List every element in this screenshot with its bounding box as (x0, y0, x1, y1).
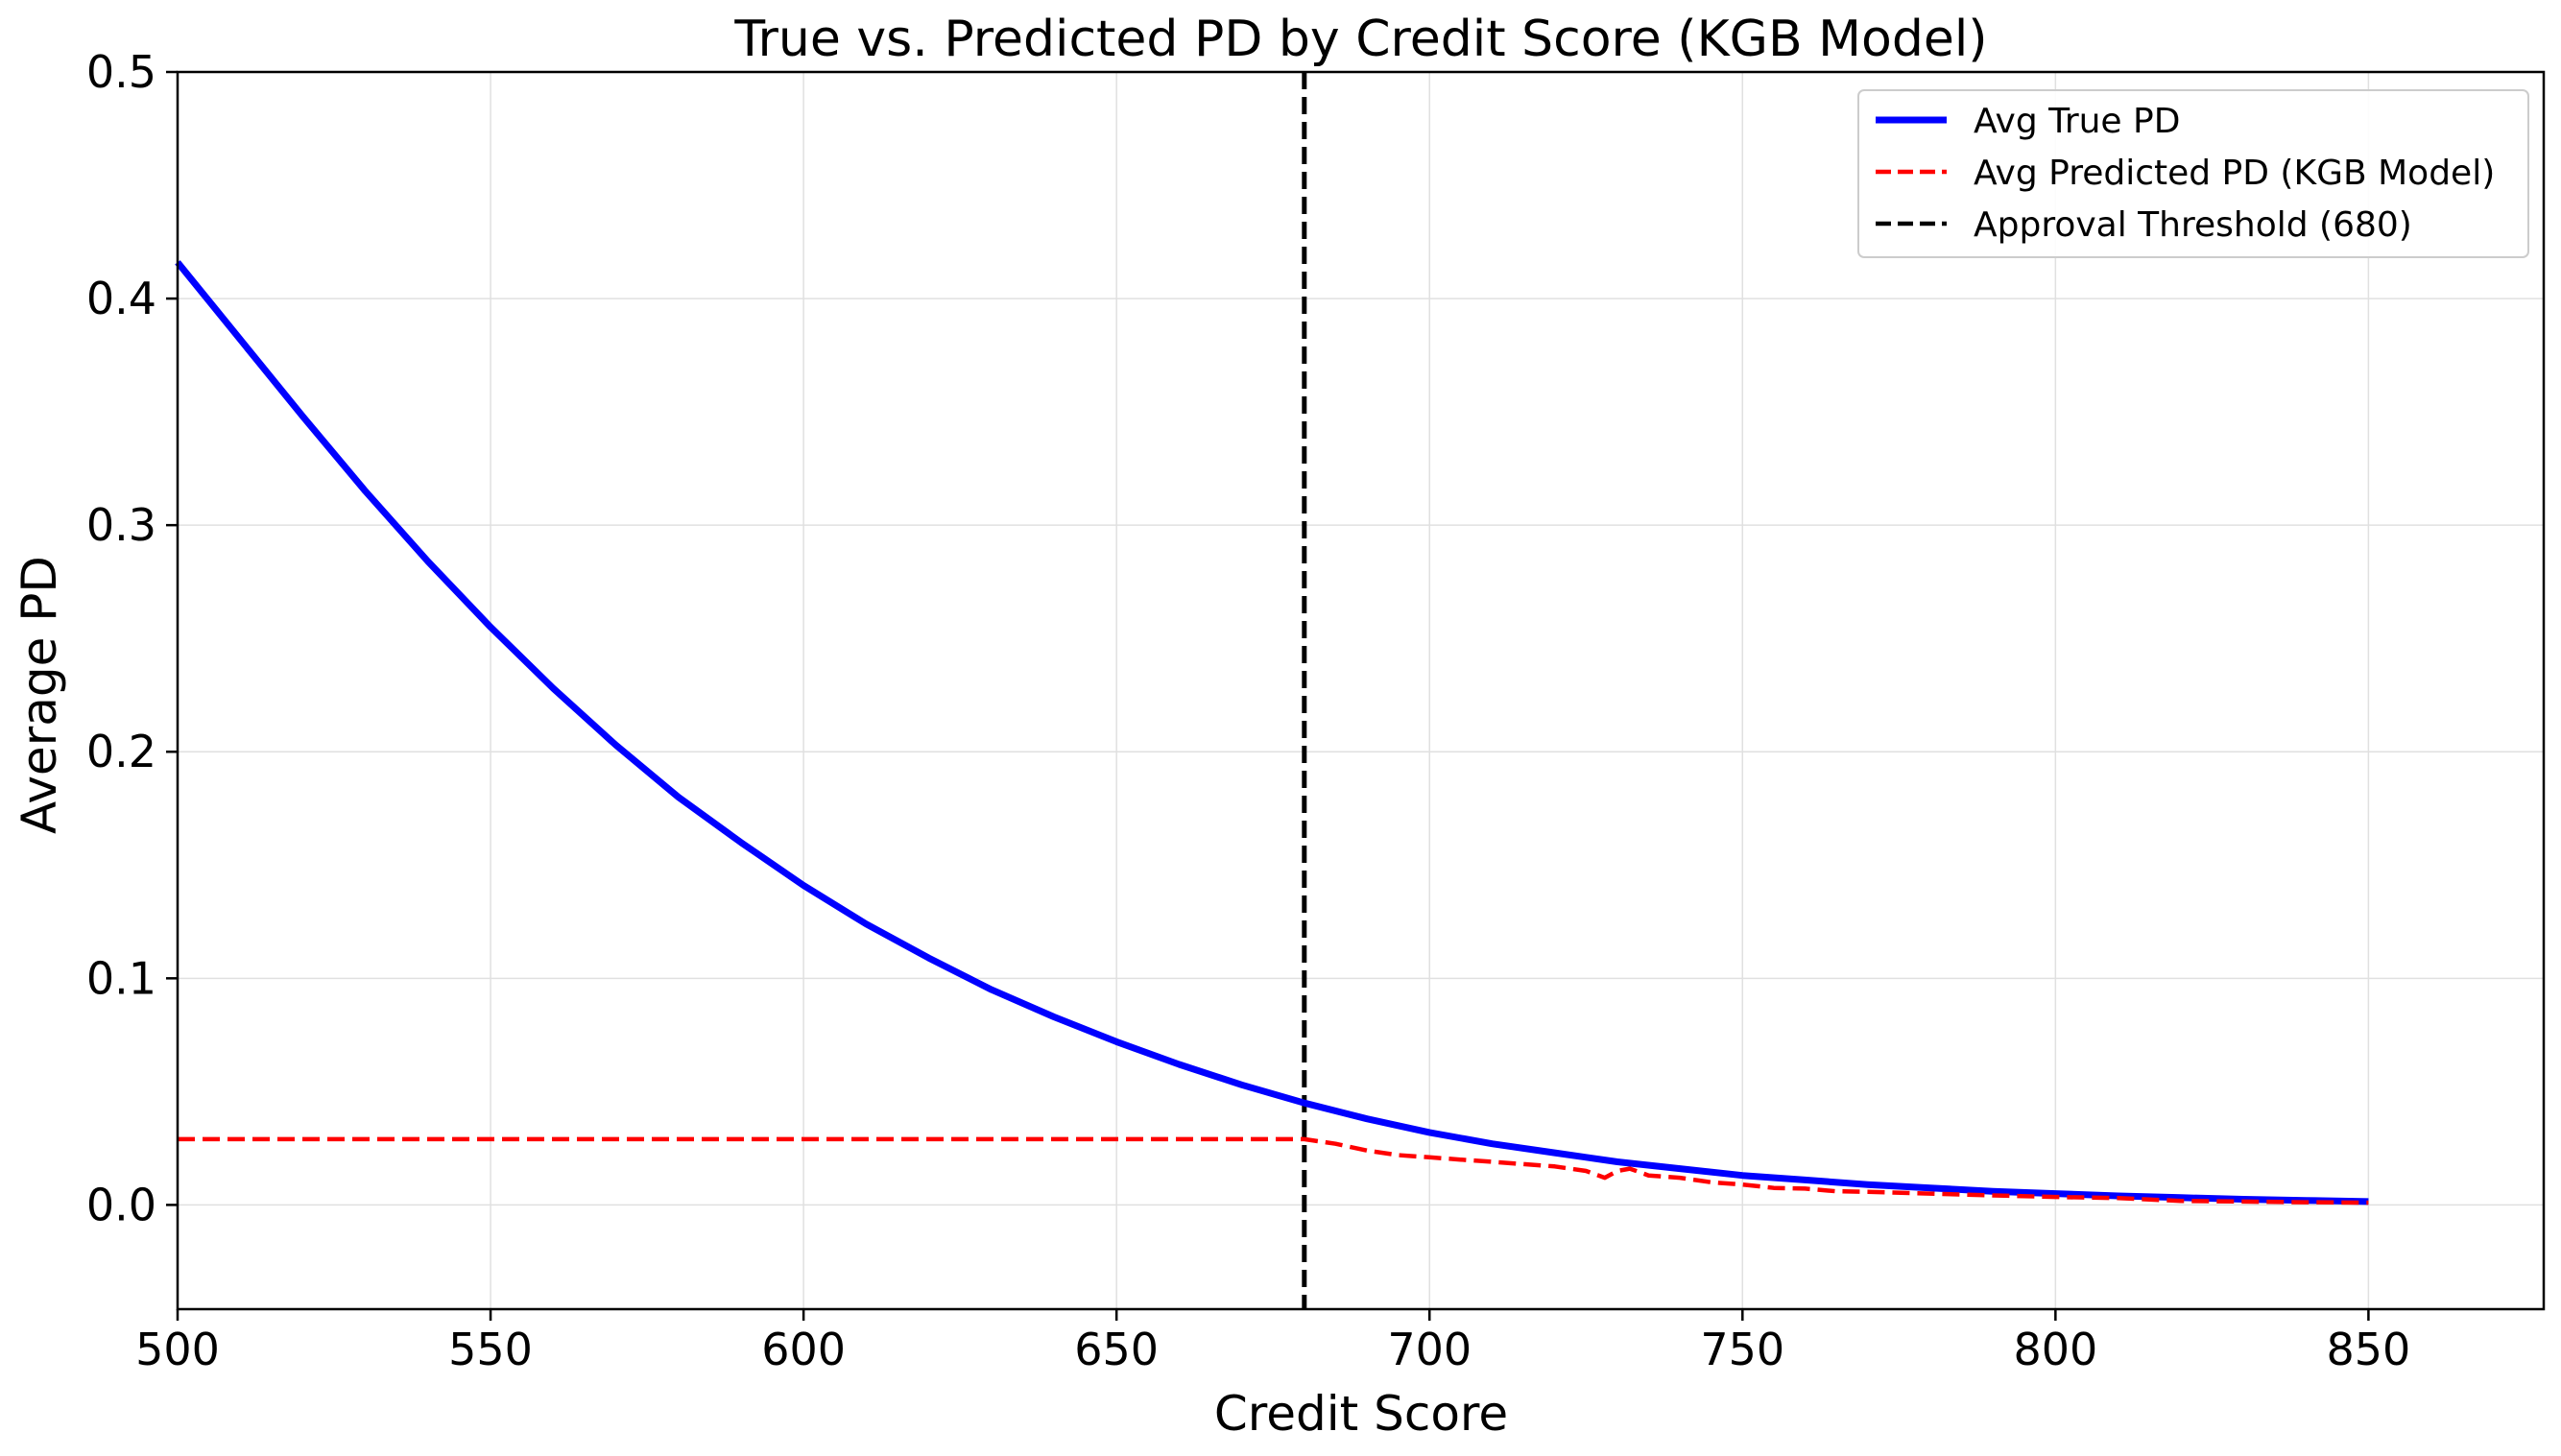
x-tick-label: 550 (448, 1324, 533, 1375)
legend: Avg True PD Avg Predicted PD (KGB Model)… (1857, 89, 2529, 258)
series-line-true-pd (175, 260, 2369, 1205)
y-tick-label: 0.0 (86, 1179, 156, 1230)
x-tick-label: 500 (135, 1324, 220, 1375)
y-tick-label: 0.1 (86, 952, 156, 1004)
chart-title: True vs. Predicted PD by Credit Score (K… (733, 11, 1987, 68)
x-tick-label: 800 (2013, 1324, 2097, 1375)
legend-label-true-pd: Avg True PD (1974, 102, 2180, 141)
x-tick-label: 650 (1074, 1324, 1159, 1375)
y-tick-label: 0.5 (86, 46, 156, 98)
x-tick-label: 750 (1700, 1324, 1784, 1375)
x-axis-label: Credit Score (1214, 1386, 1508, 1442)
y-tick-label: 0.2 (86, 726, 156, 777)
y-axis-label: Average PD (12, 556, 67, 834)
legend-label-threshold: Approval Threshold (680) (1974, 205, 2412, 245)
y-tick-label: 0.4 (86, 273, 156, 324)
series-layer (175, 72, 2369, 1309)
tick-layer: 500 550 600 650 700 750 800 850 0.0 0.1 0.2 0.3 0.4 0… (86, 46, 2410, 1375)
y-tick-label: 0.3 (86, 499, 156, 551)
legend-box (1857, 89, 2529, 258)
x-tick-label: 600 (761, 1324, 846, 1375)
x-tick-label: 850 (2327, 1324, 2411, 1375)
x-tick-label: 700 (1387, 1324, 1472, 1375)
plot-frame (176, 70, 2546, 1311)
legend-label-predicted-pd: Avg Predicted PD (KGB Model) (1974, 154, 2495, 193)
series-line-predicted-pd (178, 1136, 2369, 1205)
